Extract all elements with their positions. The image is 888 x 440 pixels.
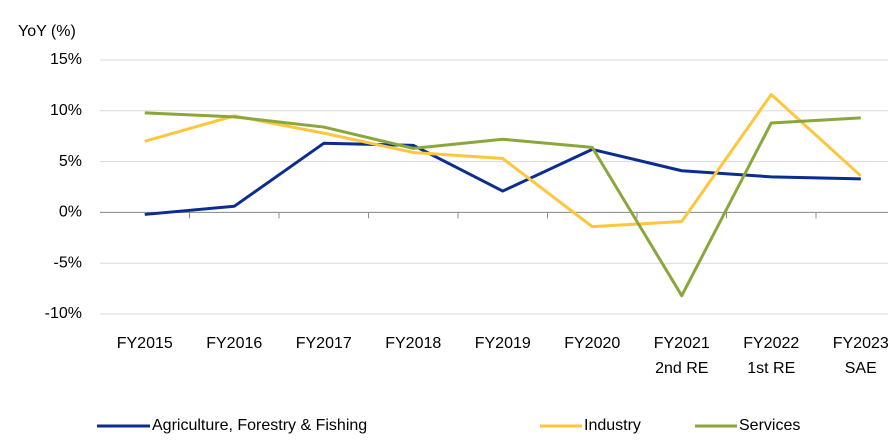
x-tick-label: FY2020 — [564, 335, 620, 352]
x-tick-label: FY2018 — [385, 335, 441, 352]
y-axis-label: YoY (%) — [18, 23, 76, 40]
y-tick-label: 5% — [59, 153, 82, 170]
series-line — [144, 141, 861, 216]
y-tick-label: 10% — [50, 102, 82, 119]
x-tick-label: 2nd RE — [655, 360, 708, 377]
legend-label: Agriculture, Forestry & Fishing — [152, 417, 367, 434]
x-tick-label: FY2022 — [743, 335, 799, 352]
x-tick-label: FY2017 — [296, 335, 352, 352]
x-tick-label: SAE — [845, 360, 877, 377]
series-line — [144, 111, 861, 298]
x-tick-label: FY2021 — [654, 335, 710, 352]
y-tick-label: -5% — [54, 254, 82, 271]
x-tick-label: FY2016 — [206, 335, 262, 352]
x-tick-label: FY2023 — [833, 335, 888, 352]
x-tick-label: FY2015 — [117, 335, 173, 352]
y-tick-label: -10% — [45, 305, 82, 322]
legend-label: Services — [739, 417, 800, 434]
y-tick-label: 0% — [59, 204, 82, 221]
x-tick-label: 1st RE — [747, 360, 795, 377]
y-tick-label: 15% — [50, 51, 82, 68]
x-tick-label: FY2019 — [475, 335, 531, 352]
legend-label: Industry — [584, 417, 641, 434]
